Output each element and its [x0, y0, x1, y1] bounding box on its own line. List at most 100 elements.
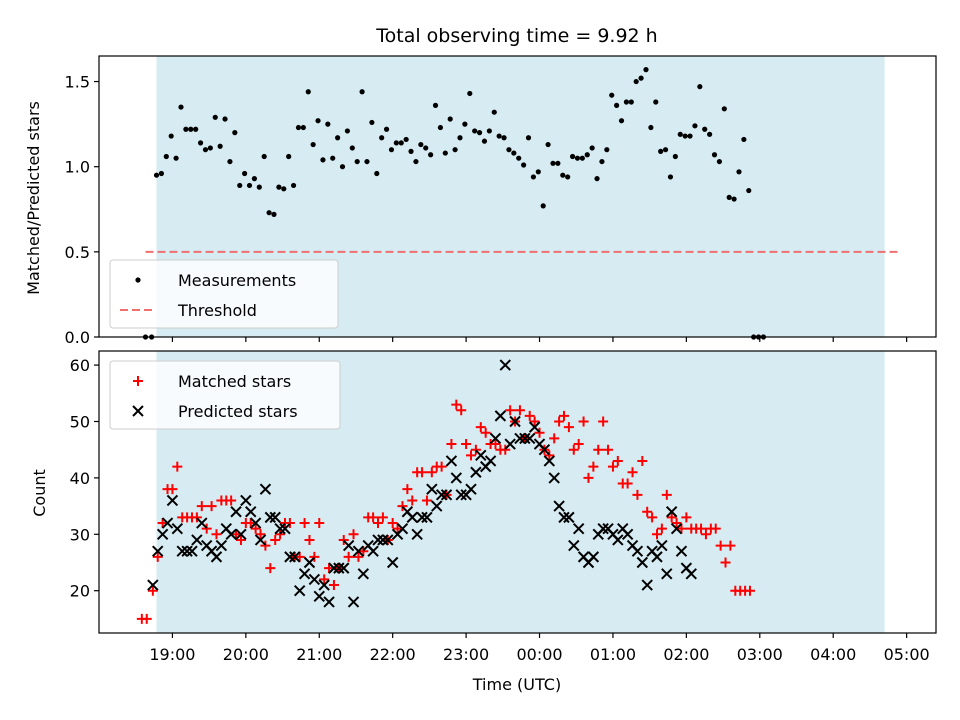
data-point — [293, 584, 306, 597]
data-point — [197, 140, 204, 146]
data-point — [467, 90, 473, 97]
legend-label: Threshold — [177, 301, 257, 320]
data-point — [550, 160, 556, 166]
data-point — [543, 455, 556, 467]
data-point — [289, 551, 301, 563]
data-point — [720, 557, 731, 568]
data-point — [411, 528, 423, 541]
data-point — [524, 432, 536, 445]
data-point — [627, 467, 638, 478]
data-point — [421, 495, 432, 506]
data-point — [359, 89, 365, 95]
data-point — [188, 126, 194, 132]
data-point — [612, 534, 624, 546]
data-point — [176, 545, 188, 557]
data-point — [141, 613, 152, 624]
data-point — [745, 585, 755, 596]
data-point — [167, 484, 178, 495]
data-point — [653, 99, 659, 105]
data-point — [648, 124, 654, 131]
data-point — [211, 529, 222, 540]
data-point — [631, 545, 644, 557]
data-point — [178, 104, 184, 110]
data-point — [147, 579, 159, 591]
data-point — [260, 540, 271, 551]
data-point — [383, 126, 390, 132]
data-point — [242, 170, 248, 177]
data-point — [476, 130, 483, 136]
data-point — [435, 489, 448, 501]
legend-box — [109, 360, 341, 430]
data-point — [636, 556, 649, 569]
data-point — [396, 522, 409, 535]
top-panel: 0.0 0.5 1.0 1.5 Measurements Threshold — [65, 55, 937, 347]
data-point — [687, 133, 693, 139]
data-point — [201, 523, 212, 534]
data-point — [286, 153, 292, 160]
data-point — [323, 596, 335, 608]
data-point — [310, 141, 316, 148]
data-point — [578, 416, 589, 427]
data-point — [667, 174, 674, 180]
data-point — [319, 574, 330, 585]
data-point — [486, 128, 492, 134]
data-point — [651, 551, 663, 563]
data-point — [191, 512, 202, 523]
data-point — [368, 512, 379, 523]
data-point — [304, 534, 315, 545]
data-point — [358, 546, 369, 557]
data-point — [245, 518, 256, 529]
legend-box — [109, 259, 339, 329]
data-point — [490, 439, 501, 450]
data-point — [290, 182, 297, 189]
data-point — [731, 196, 737, 202]
data-point — [711, 152, 718, 158]
data-point — [558, 511, 570, 524]
top-y-axis-label: Matched/Predicted stars — [24, 101, 43, 295]
data-point — [225, 528, 237, 541]
data-point — [431, 500, 443, 512]
data-point — [436, 461, 447, 472]
data-point — [270, 534, 281, 545]
y-tick-label: 1.0 — [65, 158, 90, 177]
data-point — [299, 518, 310, 529]
data-point — [656, 539, 668, 552]
data-point — [594, 176, 600, 182]
data-point — [388, 147, 395, 153]
data-point — [309, 551, 320, 562]
y-tick-label: 50 — [70, 413, 90, 432]
data-point — [328, 580, 339, 591]
data-point — [475, 449, 487, 462]
data-point — [528, 421, 541, 433]
data-point — [589, 145, 595, 151]
data-point — [481, 138, 488, 144]
data-point — [231, 529, 242, 540]
data-point — [416, 511, 428, 524]
data-point — [172, 461, 183, 472]
y-tick-label: 60 — [70, 356, 90, 375]
data-point — [222, 116, 228, 122]
data-point — [386, 556, 399, 569]
data-point — [555, 160, 561, 166]
data-point — [682, 133, 688, 139]
data-point — [294, 551, 305, 562]
data-point — [584, 152, 590, 158]
x-tick-label: 04:00 — [810, 645, 856, 664]
data-point — [721, 106, 727, 112]
data-point — [313, 590, 325, 603]
data-point — [230, 506, 242, 518]
data-point — [254, 534, 267, 546]
data-point — [491, 109, 497, 115]
data-point — [161, 517, 174, 529]
data-point — [284, 551, 296, 563]
data-point — [226, 495, 237, 506]
data-point — [587, 551, 600, 563]
data-point — [407, 495, 418, 506]
data-point — [423, 145, 429, 151]
data-point — [157, 518, 168, 529]
data-point — [470, 444, 481, 455]
data-point — [628, 99, 634, 105]
data-point — [338, 562, 350, 574]
data-point — [333, 562, 345, 574]
data-point — [432, 102, 439, 108]
